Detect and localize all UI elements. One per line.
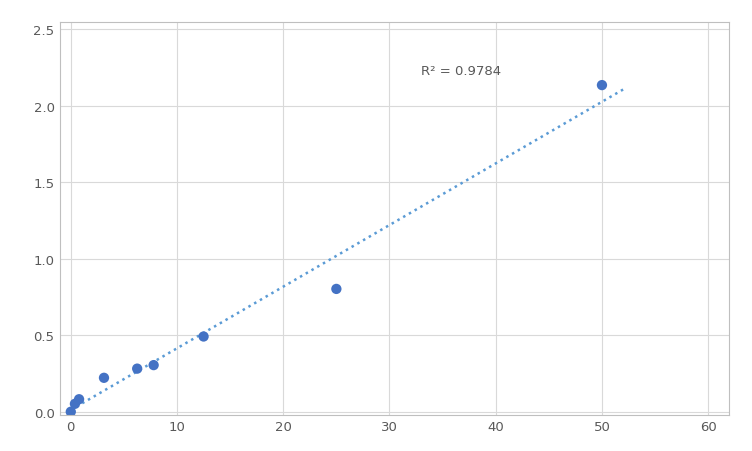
Text: R² = 0.9784: R² = 0.9784 <box>421 64 502 78</box>
Point <box>73 396 85 403</box>
Point <box>98 374 110 382</box>
Point <box>330 285 342 293</box>
Point <box>65 408 77 415</box>
Point <box>596 82 608 89</box>
Point <box>198 333 210 341</box>
Point <box>147 362 159 369</box>
Point <box>131 365 143 373</box>
Point <box>69 400 81 408</box>
